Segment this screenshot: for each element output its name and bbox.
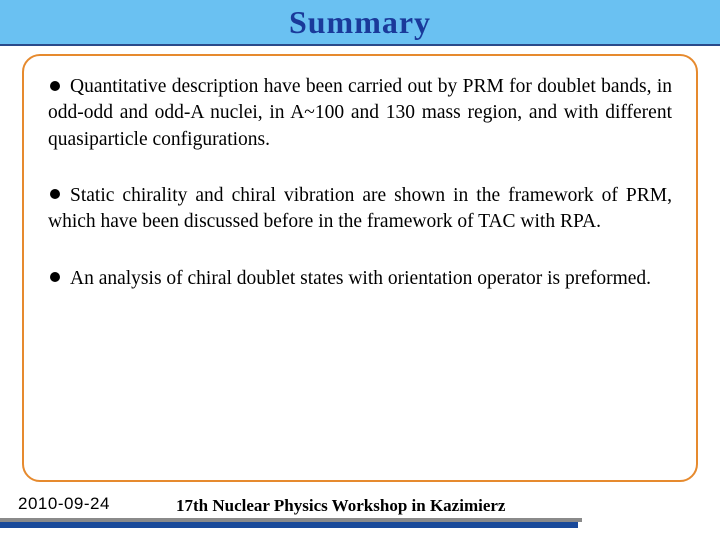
bullet-item: Static chirality and chiral vibration ar… [48,183,672,236]
bullet-text: An analysis of chiral doublet states wit… [70,268,651,289]
content-frame: Quantitative description have been carri… [22,54,698,482]
page-title: Summary [289,4,431,41]
footer-conference: 17th Nuclear Physics Workshop in Kazimie… [170,496,511,516]
bullet-item: An analysis of chiral doublet states wit… [48,266,672,292]
bullet-item: Quantitative description have been carri… [48,74,672,153]
bullet-text: Quantitative description have been carri… [48,76,672,150]
bullet-text: Static chirality and chiral vibration ar… [48,185,672,232]
title-bar: Summary [0,0,720,46]
bullet-icon [50,81,60,91]
bullet-icon [50,272,60,282]
bullet-icon [50,189,60,199]
footer-divider [0,518,720,530]
footer-date: 2010-09-24 [18,494,118,514]
footer: 2010-09-24 17th Nuclear Physics Workshop… [0,492,720,532]
